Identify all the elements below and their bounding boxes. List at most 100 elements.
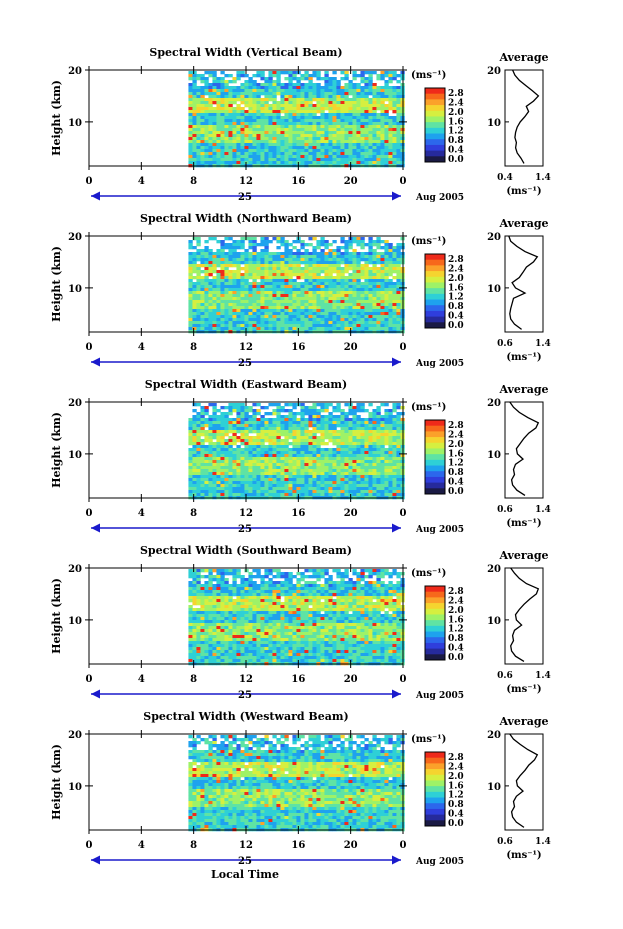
heatmap-cell bbox=[244, 303, 249, 307]
heatmap-cell bbox=[332, 409, 337, 413]
heatmap-cell bbox=[348, 110, 353, 114]
heatmap-cell bbox=[328, 128, 333, 132]
heatmap-cell bbox=[372, 415, 377, 419]
heatmap-cell bbox=[284, 484, 289, 488]
heatmap-cell bbox=[328, 252, 333, 256]
heatmap-cell bbox=[300, 318, 305, 322]
heatmap-cell bbox=[304, 137, 309, 141]
heatmap-cell bbox=[340, 421, 345, 425]
heatmap-cell bbox=[208, 98, 213, 102]
heatmap-cell bbox=[204, 472, 209, 476]
heatmap-cell bbox=[284, 424, 289, 428]
heatmap-cell bbox=[212, 291, 217, 295]
heatmap-cell bbox=[236, 493, 241, 497]
heatmap-cell bbox=[344, 125, 349, 129]
heatmap-cell bbox=[372, 282, 377, 286]
heatmap-cell bbox=[368, 155, 373, 159]
heatmap-cell bbox=[356, 155, 361, 159]
heatmap-cell bbox=[364, 107, 369, 111]
heatmap-cell bbox=[360, 309, 365, 313]
heatmap-cell bbox=[384, 158, 389, 162]
heatmap-cell bbox=[264, 261, 269, 265]
heatmap-cell bbox=[260, 451, 265, 455]
heatmap-cell bbox=[344, 412, 349, 416]
heatmap-cell bbox=[396, 300, 401, 304]
heatmap-cell bbox=[220, 137, 225, 141]
heatmap-cell bbox=[316, 409, 321, 413]
heatmap-cell bbox=[260, 472, 265, 476]
heatmap-cell bbox=[280, 324, 285, 328]
heatmap-cell bbox=[304, 113, 309, 117]
heatmap-cell bbox=[192, 98, 197, 102]
heatmap-cell bbox=[260, 255, 265, 259]
heatmap-cell bbox=[372, 291, 377, 295]
heatmap-cell bbox=[292, 246, 297, 250]
heatmap-cell bbox=[316, 300, 321, 304]
heatmap-cell bbox=[332, 478, 337, 482]
heatmap-cell bbox=[256, 300, 261, 304]
heatmap-cell bbox=[328, 279, 333, 283]
heatmap-cell bbox=[304, 125, 309, 129]
heatmap-cell bbox=[332, 80, 337, 84]
heatmap-cell bbox=[260, 137, 265, 141]
heatmap-cell bbox=[324, 107, 329, 111]
heatmap-cell bbox=[264, 421, 269, 425]
heatmap-cell bbox=[284, 158, 289, 162]
heatmap-cell bbox=[356, 104, 361, 108]
heatmap-cell bbox=[356, 149, 361, 153]
heatmap-cell bbox=[380, 252, 385, 256]
heatmap-cell bbox=[324, 421, 329, 425]
heatmap-cell bbox=[388, 261, 393, 265]
heatmap-cell bbox=[196, 484, 201, 488]
heatmap-cell bbox=[352, 487, 357, 491]
heatmap-cell bbox=[300, 427, 305, 431]
heatmap-cell bbox=[284, 246, 289, 250]
heatmap-cell bbox=[372, 430, 377, 434]
y-tick-label: 10 bbox=[68, 118, 82, 129]
heatmap-cell bbox=[384, 430, 389, 434]
heatmap-cell bbox=[352, 152, 357, 156]
heatmap-cell bbox=[232, 306, 237, 310]
heatmap-cell bbox=[240, 122, 245, 126]
heatmap-cell bbox=[256, 439, 261, 443]
heatmap-cell bbox=[248, 487, 253, 491]
heatmap-cell bbox=[216, 161, 221, 165]
heatmap-cell bbox=[336, 294, 341, 298]
heatmap-cell bbox=[260, 270, 265, 274]
heatmap-cell bbox=[272, 493, 277, 497]
heatmap-cell bbox=[268, 487, 273, 491]
heatmap-cell bbox=[324, 403, 329, 407]
heatmap-cell bbox=[196, 448, 201, 452]
heatmap-cell bbox=[332, 270, 337, 274]
heatmap-cell bbox=[360, 152, 365, 156]
heatmap-cell bbox=[188, 92, 193, 96]
heatmap-cell bbox=[304, 300, 309, 304]
heatmap-cell bbox=[276, 258, 281, 262]
heatmap-cell bbox=[296, 264, 301, 268]
heatmap-cell bbox=[320, 487, 325, 491]
heatmap-cell bbox=[232, 297, 237, 301]
heatmap-cell bbox=[284, 101, 289, 105]
heatmap-cell bbox=[344, 445, 349, 449]
heatmap-cell bbox=[200, 457, 205, 461]
heatmap-cell bbox=[396, 327, 401, 331]
heatmap-cell bbox=[220, 249, 225, 253]
heatmap-cell bbox=[208, 451, 213, 455]
heatmap-cell bbox=[220, 128, 225, 132]
heatmap-cell bbox=[352, 418, 357, 422]
heatmap-cell bbox=[288, 466, 293, 470]
heatmap-cell bbox=[392, 98, 397, 102]
heatmap-cell bbox=[308, 137, 313, 141]
heatmap-cell bbox=[340, 140, 345, 144]
heatmap-cell bbox=[392, 457, 397, 461]
heatmap-cell bbox=[240, 152, 245, 156]
heatmap-cell bbox=[320, 472, 325, 476]
heatmap-cell bbox=[328, 255, 333, 259]
heatmap-cell bbox=[372, 137, 377, 141]
heatmap-cell bbox=[256, 306, 261, 310]
heatmap-cell bbox=[276, 300, 281, 304]
heatmap-cell bbox=[260, 155, 265, 159]
heatmap-cell bbox=[316, 294, 321, 298]
heatmap-cell bbox=[316, 255, 321, 259]
heatmap-cell bbox=[364, 430, 369, 434]
